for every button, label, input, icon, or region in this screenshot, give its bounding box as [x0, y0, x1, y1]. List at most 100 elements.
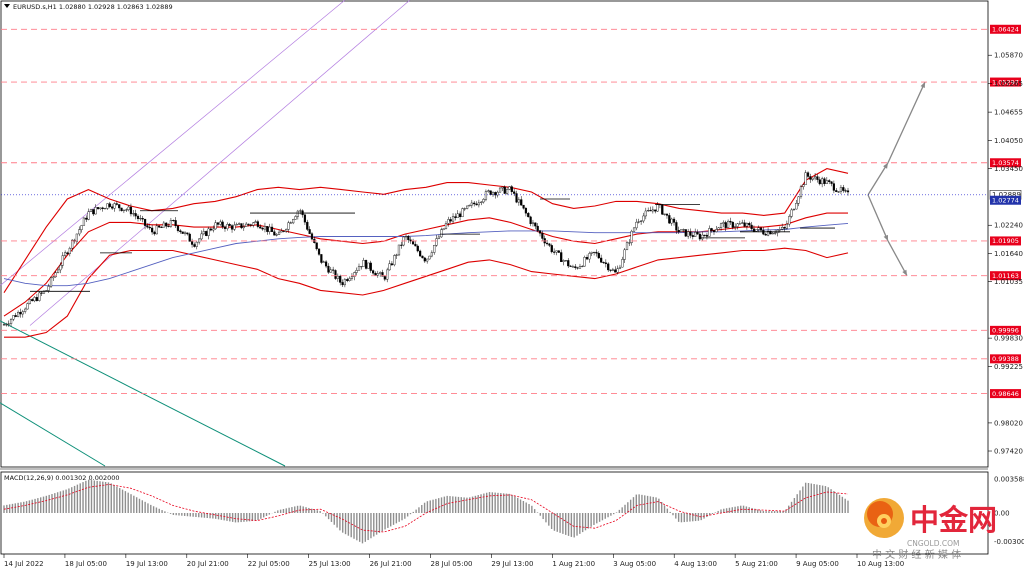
candle-body	[235, 224, 238, 226]
candle-body	[33, 297, 36, 302]
candle-body	[68, 247, 71, 254]
cngold-logo-icon	[864, 498, 904, 538]
candle-body	[517, 199, 520, 203]
candle-body	[799, 186, 803, 198]
candle-body	[451, 216, 455, 222]
candle-body	[17, 311, 20, 317]
candle-body	[59, 265, 62, 271]
bollinger-lower	[4, 247, 849, 338]
candle-body	[668, 215, 671, 224]
channel-line-upper	[29, 0, 411, 326]
y-tick-label: 0.99830	[994, 335, 1023, 343]
candle-body	[461, 208, 464, 218]
candle-body	[292, 219, 295, 224]
candle-body	[804, 172, 807, 185]
candle-body	[101, 207, 104, 209]
y-tick-label: 1.03450	[994, 165, 1023, 173]
candle-body	[155, 225, 158, 235]
x-tick-label: 18 Jul 05:00	[65, 560, 107, 568]
candle-body	[75, 233, 78, 242]
candle-body	[435, 238, 438, 246]
candle-body	[61, 255, 64, 266]
candle-body	[541, 233, 544, 239]
candle-body	[237, 223, 241, 225]
candle-body	[322, 261, 325, 263]
candle-body	[578, 266, 582, 269]
candle-body	[477, 202, 480, 206]
candle-body	[348, 278, 351, 281]
candle-body	[252, 222, 255, 226]
candle-body	[576, 267, 579, 269]
candle-body	[118, 204, 121, 209]
x-tick-label: 26 Jul 21:00	[370, 560, 412, 568]
candle-body	[722, 222, 725, 224]
candle-body	[437, 236, 441, 239]
candle-body	[379, 272, 382, 274]
candle-body	[7, 323, 10, 325]
candle-body	[111, 206, 114, 209]
candle-body	[273, 231, 276, 236]
projection-up-leg1-head	[883, 162, 888, 169]
candle-body	[350, 276, 354, 279]
candle-body	[245, 223, 248, 227]
candle-body	[270, 226, 274, 232]
candle-body	[386, 269, 389, 280]
projection-up-leg1	[867, 162, 889, 196]
level-label-bg	[990, 24, 1021, 34]
candle-body	[242, 226, 245, 229]
candle-body	[336, 275, 339, 279]
candle-body	[785, 223, 788, 229]
macd-panel: 0.003588 0.00 -0.003009	[3, 475, 1024, 546]
candle-body	[362, 260, 365, 267]
candle-body	[679, 229, 683, 232]
candle-body	[332, 269, 335, 271]
candle-body	[520, 199, 523, 206]
candle-body	[757, 227, 760, 230]
candle-body	[555, 250, 558, 253]
candle-body	[66, 252, 69, 254]
candle-body	[280, 230, 283, 233]
candle-body	[496, 191, 499, 196]
candle-body	[839, 187, 843, 192]
candle-body	[240, 223, 243, 229]
candle-body	[828, 180, 831, 182]
candle-body	[489, 190, 492, 195]
candle-body	[764, 233, 767, 236]
candle-body	[727, 220, 730, 228]
y-tick-label: 0.97420	[994, 448, 1023, 456]
candle-body	[548, 243, 551, 246]
candle-body	[256, 221, 260, 227]
candle-body	[444, 223, 448, 229]
y-tick-label: 1.05870	[994, 52, 1023, 60]
candle-body	[198, 238, 201, 243]
candle-body	[440, 229, 443, 238]
macd-signal-line	[3, 483, 849, 533]
candle-body	[837, 191, 840, 193]
candle-body	[315, 242, 318, 250]
candle-body	[470, 202, 473, 206]
candle-body	[195, 241, 198, 247]
candle-body	[202, 231, 205, 235]
candle-body	[414, 243, 417, 247]
candlesticks	[2, 170, 850, 327]
candle-body	[108, 203, 111, 207]
candle-body	[510, 186, 513, 192]
candle-body	[52, 276, 55, 279]
candle-body	[581, 265, 584, 267]
candle-body	[5, 324, 8, 326]
candle-body	[216, 222, 220, 225]
candle-body	[642, 215, 645, 222]
candle-body	[830, 181, 833, 184]
watermark-tagline: 中 文 财 经 新 媒 体	[872, 548, 961, 561]
candle-body	[487, 190, 490, 192]
candle-body	[788, 216, 791, 225]
candle-body	[287, 222, 290, 230]
candle-body	[811, 177, 814, 180]
triangle-down-icon[interactable]	[4, 4, 10, 8]
candle-body	[635, 221, 638, 229]
candle-body	[813, 176, 817, 179]
candle-body	[317, 248, 321, 255]
candle-body	[230, 225, 234, 230]
candle-body	[766, 230, 770, 236]
